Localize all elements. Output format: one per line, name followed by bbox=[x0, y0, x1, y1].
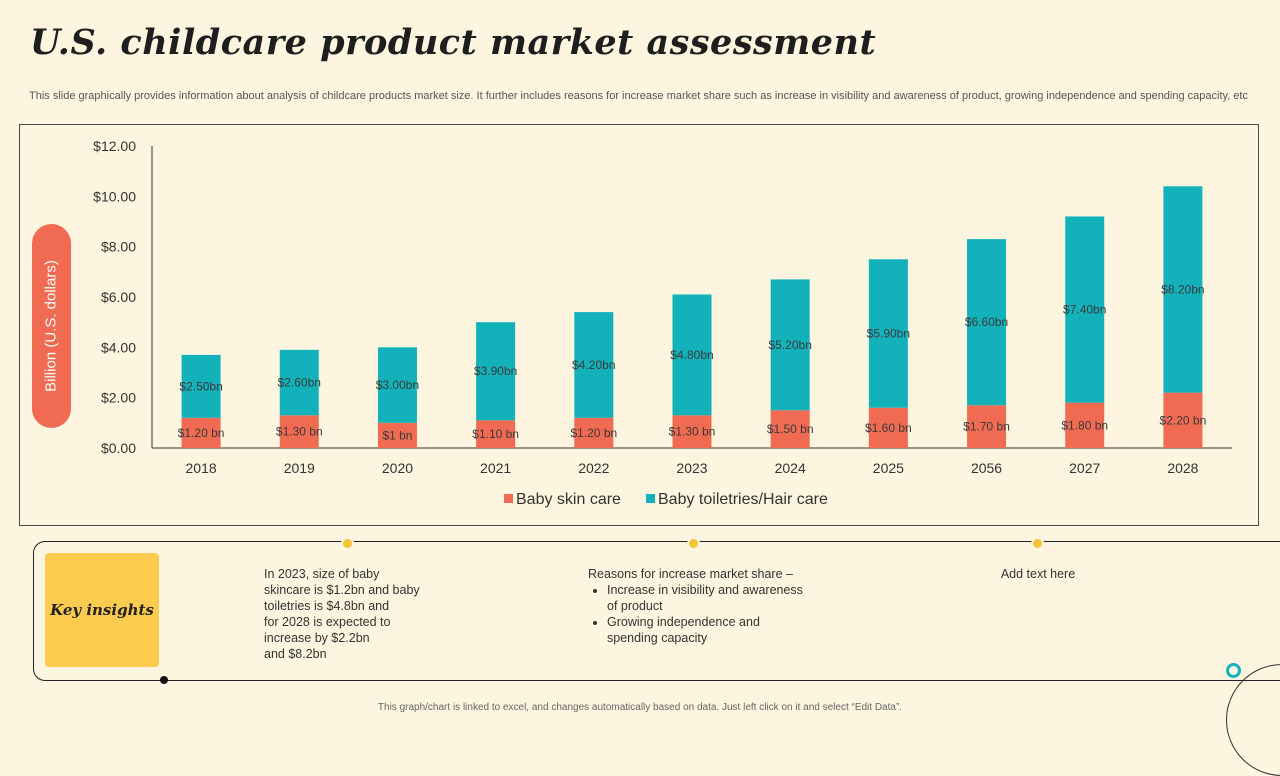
reasons-title: Reasons for increase market share – bbox=[588, 567, 793, 581]
pin-marker-2 bbox=[687, 537, 700, 550]
insight-line: for 2028 is expected to bbox=[264, 615, 391, 629]
data-label: $5.20bn bbox=[768, 338, 811, 352]
data-label: $7.40bn bbox=[1063, 303, 1106, 317]
legend-swatch-toiletries bbox=[646, 494, 655, 503]
page-subtitle: This slide graphically provides informat… bbox=[29, 90, 1248, 102]
y-tick-label: $0.00 bbox=[101, 440, 136, 456]
insight-block-3: Add text here bbox=[938, 566, 1138, 582]
bar-segment-skin-care bbox=[967, 405, 1007, 448]
key-insights-box: Key insights bbox=[45, 553, 159, 667]
x-tick-label: 2021 bbox=[480, 460, 511, 476]
chart-frame bbox=[19, 124, 1259, 526]
bar-segment-skin-care bbox=[868, 407, 908, 448]
footer-note: This graph/chart is linked to excel, and… bbox=[377, 702, 903, 713]
bar-segment-toiletries bbox=[1163, 186, 1203, 393]
y-tick-label: $6.00 bbox=[101, 289, 136, 305]
insight-block-2: Reasons for increase market share – Incr… bbox=[588, 566, 808, 646]
legend-swatch-skin-care bbox=[504, 494, 513, 503]
bar-segment-toiletries bbox=[770, 279, 810, 411]
bar-segment-toiletries bbox=[476, 322, 516, 421]
y-tick-label: $8.00 bbox=[101, 239, 136, 255]
bar-segment-toiletries bbox=[1065, 216, 1105, 403]
data-label: $6.60bn bbox=[965, 315, 1008, 329]
bar-segment-toiletries bbox=[377, 347, 417, 423]
bar-segment-toiletries bbox=[868, 259, 908, 408]
data-label: $1.20 bn bbox=[178, 426, 225, 440]
data-label: $4.80bn bbox=[670, 348, 713, 362]
reason-item: Increase in visibility and awareness of … bbox=[607, 582, 808, 614]
legend-label: Baby toiletries/Hair care bbox=[658, 491, 828, 508]
frame-end-dot bbox=[160, 676, 168, 684]
y-tick-label: $12.00 bbox=[93, 138, 136, 154]
bar-segment-skin-care bbox=[574, 417, 614, 448]
x-tick-label: 2023 bbox=[676, 460, 707, 476]
key-insights-heading: Key insights bbox=[50, 601, 154, 619]
reason-item: Growing independence and spending capaci… bbox=[607, 614, 808, 646]
x-tick-label: 2024 bbox=[775, 460, 806, 476]
pin-marker-3 bbox=[1031, 537, 1044, 550]
x-tick-label: 2019 bbox=[284, 460, 315, 476]
insight-line: skincare is $1.2bn and baby bbox=[264, 583, 420, 597]
y-tick-label: $2.00 bbox=[101, 390, 136, 406]
x-tick-label: 2027 bbox=[1069, 460, 1100, 476]
x-tick-label: 2056 bbox=[971, 460, 1002, 476]
insight-line: toiletries is $4.8bn and bbox=[264, 599, 390, 613]
data-label: $8.20bn bbox=[1161, 282, 1204, 296]
data-label: $1.30 bn bbox=[669, 425, 716, 439]
data-label: $1.60 bn bbox=[865, 421, 912, 435]
bar-segment-toiletries bbox=[672, 294, 712, 416]
x-tick-label: 2025 bbox=[873, 460, 904, 476]
data-label: $3.90bn bbox=[474, 364, 517, 378]
data-label: $1.50 bn bbox=[767, 422, 814, 436]
data-label: $1.70 bn bbox=[963, 420, 1010, 434]
bar-segment-skin-care bbox=[672, 415, 712, 448]
y-tick-label: $4.00 bbox=[101, 339, 136, 355]
pin-marker-1 bbox=[341, 537, 354, 550]
x-tick-label: 2020 bbox=[382, 460, 413, 476]
placeholder-text: Add text here bbox=[1000, 567, 1076, 581]
insight-line: increase by $2.2bn bbox=[264, 631, 370, 645]
y-tick-label: $10.00 bbox=[93, 188, 136, 204]
bar-segment-toiletries bbox=[574, 312, 614, 418]
x-tick-label: 2028 bbox=[1167, 460, 1198, 476]
data-label: $1.30 bn bbox=[276, 425, 323, 439]
data-label: $2.20 bn bbox=[1160, 413, 1207, 427]
page-title: U.S. childcare product market assessment bbox=[30, 22, 877, 63]
insights-frame bbox=[33, 541, 1280, 681]
x-tick-label: 2018 bbox=[186, 460, 217, 476]
data-label: $1.80 bn bbox=[1061, 418, 1108, 432]
data-label: $5.90bn bbox=[867, 326, 910, 340]
insight-block-1: In 2023, size of baby skincare is $1.2bn… bbox=[264, 566, 464, 662]
data-label: $4.20bn bbox=[572, 358, 615, 372]
bar-segment-skin-care bbox=[181, 417, 221, 448]
stacked-bar-chart: $0.00 $2.00 $4.00 $6.00 $8.00 $10.00 $12.00 $1.… bbox=[93, 138, 1232, 508]
data-label: $2.60bn bbox=[278, 376, 321, 390]
bar-segment-skin-care bbox=[279, 415, 319, 448]
bar-segment-skin-care bbox=[1163, 392, 1203, 448]
data-label: $1 bn bbox=[382, 428, 412, 442]
x-tick-label: 2022 bbox=[578, 460, 609, 476]
reasons-list: Increase in visibility and awareness of … bbox=[588, 582, 808, 646]
bar-segment-toiletries bbox=[181, 354, 221, 418]
bar-segment-skin-care bbox=[770, 410, 810, 448]
data-label: $1.20 bn bbox=[570, 426, 617, 440]
data-label: $2.50bn bbox=[179, 379, 222, 393]
data-label: $3.00bn bbox=[376, 378, 419, 392]
insight-line: In 2023, size of baby bbox=[264, 567, 380, 581]
bar-segment-skin-care bbox=[1065, 402, 1105, 448]
y-axis-label-pill bbox=[32, 224, 71, 428]
bar-segment-skin-care bbox=[377, 422, 417, 448]
bar-segment-skin-care bbox=[476, 420, 516, 448]
legend-label: Baby skin care bbox=[516, 491, 621, 508]
insight-line: and $8.2bn bbox=[264, 647, 327, 661]
bar-segment-toiletries bbox=[279, 349, 319, 416]
data-label: $1.10 bn bbox=[472, 427, 519, 441]
decorative-dot bbox=[1226, 663, 1241, 678]
bar-segment-toiletries bbox=[967, 239, 1007, 406]
